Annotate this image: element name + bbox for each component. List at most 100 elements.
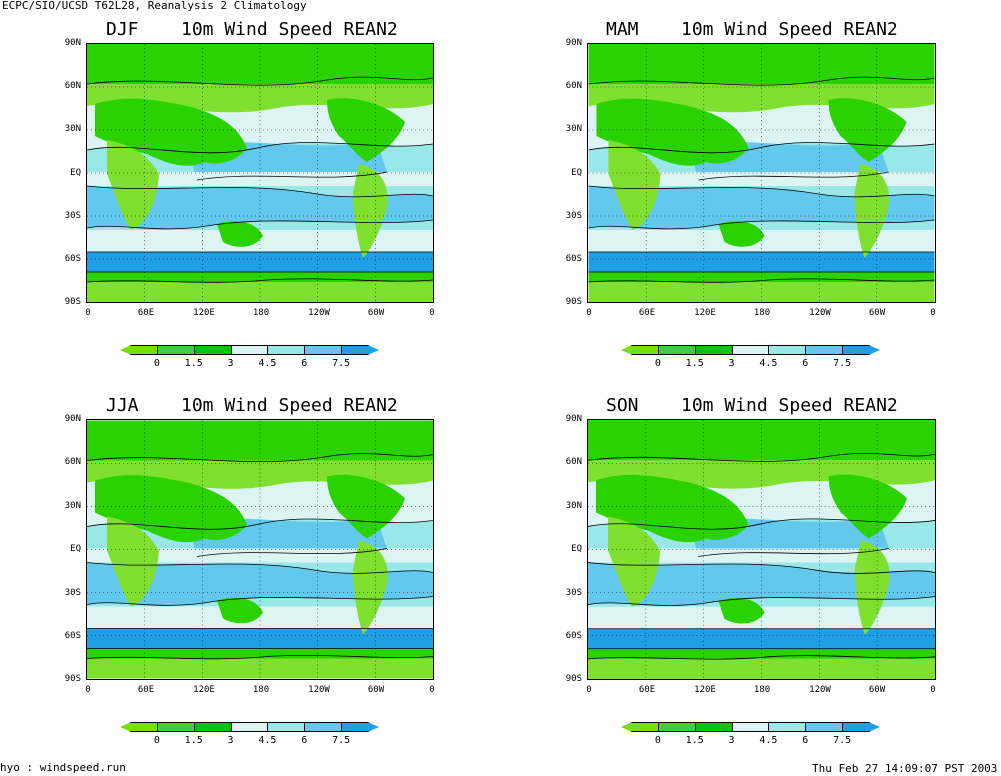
lon-label: 180 xyxy=(252,308,270,318)
lat-label: 90S xyxy=(565,297,582,307)
lat-label: 90N xyxy=(565,414,582,424)
colorbar-segment xyxy=(120,345,158,355)
colorbar-segment xyxy=(842,722,880,732)
panel-season-label: SON xyxy=(606,395,639,416)
lon-label: 0 xyxy=(429,308,435,318)
colorbar-tick xyxy=(230,722,232,732)
colorbar-label: 1.5 xyxy=(685,735,704,746)
colorbar-tick xyxy=(193,722,195,732)
colorbar-segment xyxy=(805,722,844,732)
lon-label: 60E xyxy=(638,308,656,318)
colorbar-tick xyxy=(842,722,844,732)
lat-label: 30S xyxy=(565,211,582,221)
colorbar-label: 4.5 xyxy=(258,358,277,369)
colorbar-segment xyxy=(657,722,696,732)
lon-label: 120E xyxy=(193,685,215,695)
lat-label: 60N xyxy=(64,457,81,467)
colorbar-label: 3 xyxy=(227,735,234,746)
colorbar-label: 1.5 xyxy=(184,735,203,746)
colorbar-tick xyxy=(341,345,343,355)
colorbar-label: 6 xyxy=(802,735,809,746)
colorbar-label: 4.5 xyxy=(258,735,277,746)
lat-label: EQ xyxy=(70,168,81,178)
lat-label: 60N xyxy=(64,81,81,91)
colorbar-tick xyxy=(230,345,232,355)
colorbar-label: 3 xyxy=(227,358,234,369)
colorbar-label: 6 xyxy=(802,358,809,369)
colorbar-tick xyxy=(304,345,306,355)
colorbar-segment xyxy=(267,722,306,732)
lat-label: EQ xyxy=(571,544,582,554)
colorbar-segment xyxy=(120,722,158,732)
colorbar-label: 0 xyxy=(153,735,160,746)
panel-title: 10m Wind Speed REAN2 xyxy=(681,19,898,40)
lat-label: 30N xyxy=(565,124,582,134)
lon-label: 0 xyxy=(586,685,592,695)
lon-label: 60W xyxy=(868,308,886,318)
colorbar-segment xyxy=(768,722,807,732)
lon-label: 120W xyxy=(809,308,831,318)
lon-label: 60W xyxy=(868,685,886,695)
lat-label: 30N xyxy=(64,501,81,511)
lat-label: 60N xyxy=(565,81,582,91)
colorbar-label: 1.5 xyxy=(685,358,704,369)
lon-label: 120E xyxy=(694,308,716,318)
lat-label: 90S xyxy=(565,674,582,684)
colorbar-segment xyxy=(731,345,770,355)
lat-label: EQ xyxy=(571,168,582,178)
colorbar-label: 7.5 xyxy=(833,358,852,369)
colorbar-tick xyxy=(657,722,659,732)
lat-label: 30S xyxy=(64,211,81,221)
lat-label: 30S xyxy=(64,588,81,598)
colorbar-segment xyxy=(193,345,232,355)
lat-label: 30S xyxy=(565,588,582,598)
lon-label: 120W xyxy=(809,685,831,695)
wind-speed-map-jja xyxy=(86,419,434,680)
colorbar-segment xyxy=(156,345,195,355)
lon-label: 0 xyxy=(586,308,592,318)
colorbar-tick xyxy=(341,722,343,732)
lat-label: 90S xyxy=(64,297,81,307)
colorbar-tick xyxy=(267,722,269,732)
lon-label: 180 xyxy=(753,308,771,318)
colorbar-label: 7.5 xyxy=(332,735,351,746)
colorbar-tick xyxy=(805,722,807,732)
lon-label: 60E xyxy=(137,685,155,695)
colorbar: 0 1.5 3 4.5 6 7.5 xyxy=(621,722,880,748)
lon-label: 60E xyxy=(638,685,656,695)
colorbar: 0 1.5 3 4.5 6 7.5 xyxy=(120,722,379,748)
wind-speed-map-mam xyxy=(587,43,936,303)
lon-label: 120W xyxy=(308,685,330,695)
lon-label: 60W xyxy=(367,685,385,695)
colorbar-label: 6 xyxy=(301,358,308,369)
lat-label: 90N xyxy=(64,414,81,424)
panel-title: 10m Wind Speed REAN2 xyxy=(181,395,398,416)
colorbar-segment xyxy=(805,345,844,355)
colorbar-tick xyxy=(657,345,659,355)
colorbar-segment xyxy=(694,722,733,732)
colorbar: 0 1.5 3 4.5 6 7.5 xyxy=(120,345,379,371)
colorbar-label: 0 xyxy=(153,358,160,369)
colorbar-label: 4.5 xyxy=(759,358,778,369)
colorbar-label: 0 xyxy=(654,358,661,369)
colorbar-tick xyxy=(694,722,696,732)
panel-season-label: JJA xyxy=(106,395,139,416)
colorbar-segment xyxy=(230,345,269,355)
colorbar-label: 3 xyxy=(728,735,735,746)
lat-label: 90S xyxy=(64,674,81,684)
colorbar-tick xyxy=(304,722,306,732)
panel-title: 10m Wind Speed REAN2 xyxy=(181,19,398,40)
script-footer: hyo : windspeed.run xyxy=(0,761,126,774)
colorbar: 0 1.5 3 4.5 6 7.5 xyxy=(621,345,880,371)
lat-label: EQ xyxy=(70,544,81,554)
colorbar-segment xyxy=(621,345,659,355)
colorbar-tick xyxy=(731,345,733,355)
colorbar-segment xyxy=(304,722,343,732)
colorbar-segment xyxy=(657,345,696,355)
colorbar-label: 4.5 xyxy=(759,735,778,746)
lat-label: 60S xyxy=(565,254,582,264)
lon-label: 120E xyxy=(193,308,215,318)
colorbar-segment xyxy=(842,345,880,355)
colorbar-segment xyxy=(230,722,269,732)
lon-label: 120E xyxy=(694,685,716,695)
